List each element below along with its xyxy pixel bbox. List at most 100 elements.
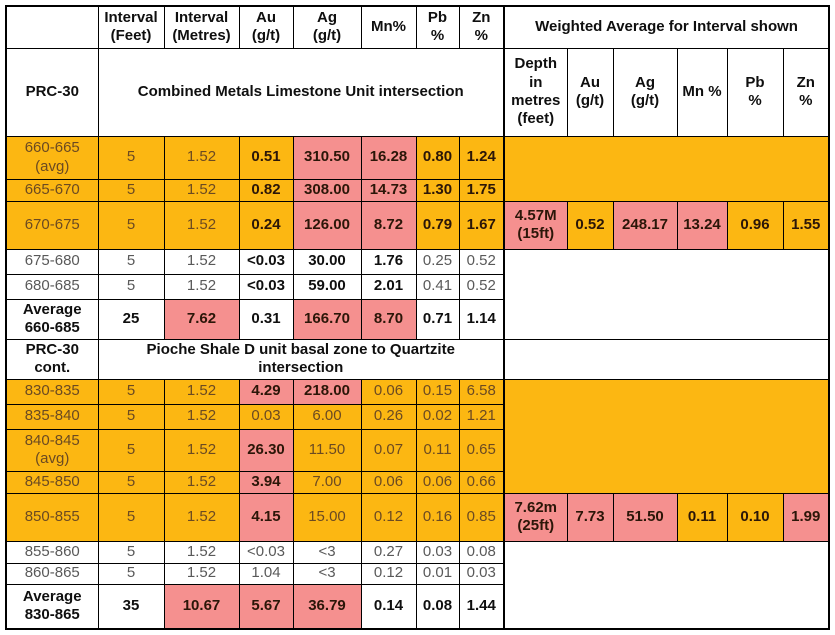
wa-empty-block [502, 248, 830, 340]
cell-zn: 0.08 [458, 540, 505, 564]
col-header-wa-depth: Depth in metres (feet) [503, 47, 568, 137]
cell-zn: 1.67 [458, 200, 505, 250]
cell-interval-metres: 1.52 [163, 562, 240, 585]
col-header-zn: Zn % [458, 5, 505, 49]
cell-depth-range: 830-835 [5, 378, 99, 405]
col-header-mn: Mn% [360, 5, 417, 49]
col-header-pb: Pb % [415, 5, 460, 49]
cell-wa-mn: 0.11 [676, 492, 728, 542]
cell-wa-au: 7.73 [566, 492, 614, 542]
cell-zn: 0.52 [458, 273, 505, 300]
section-title-2: Pioche Shale D unit basal zone to Quartz… [97, 338, 505, 380]
table-row: 670-675 5 1.52 0.24 126.00 8.72 0.79 1.6… [5, 200, 830, 250]
cell-zn: 0.03 [458, 562, 505, 585]
cell-interval-feet: 5 [97, 428, 165, 472]
cell-interval-feet: 5 [97, 378, 165, 405]
cell-mn: 0.12 [360, 492, 417, 542]
cell-ag: 15.00 [292, 492, 362, 542]
cell-pb: 0.80 [415, 135, 460, 180]
cell-depth-range: 665-670 [5, 178, 99, 202]
cell-au: 0.51 [238, 135, 294, 180]
cell-ag: 218.00 [292, 378, 362, 405]
cell-wa-pb: 0.96 [726, 200, 784, 250]
cell-pb: 0.79 [415, 200, 460, 250]
average-row: Average 830-865 35 10.67 5.67 36.79 0.14… [5, 583, 829, 630]
cell-interval-feet: 5 [97, 273, 165, 300]
cell-mn: 0.26 [360, 403, 417, 430]
header-row-2: PRC-30 Combined Metals Limestone Unit in… [5, 47, 830, 137]
cell-ag: 310.50 [292, 135, 362, 180]
cell-au: 5.67 [238, 583, 294, 630]
cell-interval-feet: 5 [97, 403, 165, 430]
hole-id: PRC-30 [5, 47, 99, 137]
wa-empty-block [502, 338, 830, 380]
col-header-interval-feet: Interval (Feet) [97, 5, 165, 49]
cell-pb: 0.08 [415, 583, 460, 630]
cell-pb: 0.02 [415, 403, 460, 430]
cell-depth-range: 845-850 [5, 470, 99, 494]
cell-wa-depth: 4.57M (15ft) [503, 200, 568, 250]
cell-zn: 0.85 [458, 492, 505, 542]
cell-zn: 0.52 [458, 248, 505, 275]
cell-wa-depth: 7.62m (25ft) [503, 492, 568, 542]
cell-au: 4.15 [238, 492, 294, 542]
cell-pb: 0.11 [415, 428, 460, 472]
cell-mn: 8.72 [360, 200, 417, 250]
hole-id-cont: PRC-30 cont. [5, 338, 99, 380]
table-row: 830-835 5 1.52 4.29 218.00 0.06 0.15 6.5… [5, 378, 830, 494]
cell-depth-range: Average 830-865 [5, 583, 99, 630]
cell-depth-range: 835-840 [5, 403, 99, 430]
cell-interval-metres: 1.52 [163, 428, 240, 472]
cell-au: 3.94 [238, 470, 294, 494]
cell-wa-zn: 1.99 [782, 492, 830, 542]
cell-ag: 166.70 [292, 298, 362, 340]
table-row: 845-850 5 1.52 3.94 7.00 0.06 0.06 0.66 [5, 470, 829, 494]
cell-au: 0.03 [238, 403, 294, 430]
cell-interval-feet: 5 [97, 248, 165, 275]
col-header-au: Au (g/t) [238, 5, 294, 49]
cell-pb: 0.01 [415, 562, 460, 585]
cell-interval-metres: 1.52 [163, 273, 240, 300]
cell-interval-feet: 5 [97, 562, 165, 585]
cell-interval-metres: 1.52 [163, 378, 240, 405]
cell-depth-range: 675-680 [5, 248, 99, 275]
cell-zn: 1.21 [458, 403, 505, 430]
cell-ag: 308.00 [292, 178, 362, 202]
cell-interval-feet: 25 [97, 298, 165, 340]
cell-mn: 0.12 [360, 562, 417, 585]
cell-depth-range: Average 660-685 [5, 298, 99, 340]
col-header-interval-metres: Interval (Metres) [163, 5, 240, 49]
cell-au: 0.31 [238, 298, 294, 340]
cell-ag: 6.00 [292, 403, 362, 430]
cell-mn: 0.07 [360, 428, 417, 472]
cell-au: <0.03 [238, 273, 294, 300]
cell-au: <0.03 [238, 540, 294, 564]
table-row: 680-685 5 1.52 <0.03 59.00 2.01 0.41 0.5… [5, 273, 829, 300]
cell-mn: 2.01 [360, 273, 417, 300]
cell-interval-metres: 1.52 [163, 540, 240, 564]
corner-cell [5, 5, 99, 49]
table-row: 850-855 5 1.52 4.15 15.00 0.12 0.16 0.85… [5, 492, 830, 542]
cell-ag: <3 [292, 540, 362, 564]
cell-pb: 0.06 [415, 470, 460, 494]
cell-interval-metres: 1.52 [163, 403, 240, 430]
cell-pb: 0.25 [415, 248, 460, 275]
cell-interval-feet: 5 [97, 492, 165, 542]
cell-wa-ag: 248.17 [612, 200, 678, 250]
wa-merged-block [502, 135, 830, 202]
cell-depth-range: 855-860 [5, 540, 99, 564]
cell-interval-feet: 5 [97, 470, 165, 494]
cell-au: 1.04 [238, 562, 294, 585]
cell-wa-zn: 1.55 [782, 200, 830, 250]
col-header-ag: Ag (g/t) [292, 5, 362, 49]
cell-depth-range: 850-855 [5, 492, 99, 542]
cell-mn: 16.28 [360, 135, 417, 180]
cell-interval-feet: 5 [97, 200, 165, 250]
wa-empty-block [502, 540, 830, 630]
cell-depth-range: 680-685 [5, 273, 99, 300]
section-title-1: Combined Metals Limestone Unit intersect… [97, 47, 505, 137]
col-header-wa-pb: Pb % [726, 47, 784, 137]
cell-interval-metres: 10.67 [163, 583, 240, 630]
cell-zn: 0.65 [458, 428, 505, 472]
